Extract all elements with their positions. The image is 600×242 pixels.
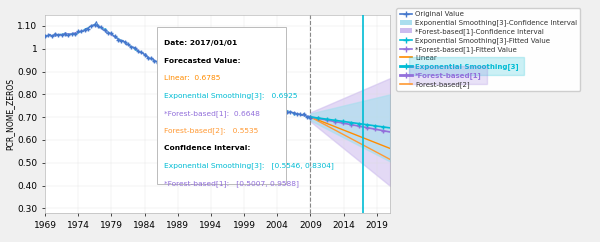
Text: *Forest-based[1]:  0.6648: *Forest-based[1]: 0.6648: [164, 110, 260, 117]
Text: Exponential Smoothing[3]:   [0.5546, 0.8304]: Exponential Smoothing[3]: [0.5546, 0.830…: [164, 163, 334, 169]
Y-axis label: PCR_NOME_ZEROS: PCR_NOME_ZEROS: [5, 78, 14, 150]
Text: Exponential Smoothing[3]:   0.6925: Exponential Smoothing[3]: 0.6925: [164, 93, 298, 99]
Text: Linear:  0.6785: Linear: 0.6785: [164, 75, 220, 81]
Text: *Forest-based[1]:   [0.5007, 0.9588]: *Forest-based[1]: [0.5007, 0.9588]: [164, 180, 299, 187]
FancyBboxPatch shape: [157, 27, 286, 184]
Text: Forest-based[2]:   0.5535: Forest-based[2]: 0.5535: [164, 128, 258, 134]
Text: Confidence Interval:: Confidence Interval:: [164, 145, 251, 151]
Text: Forecasted Value:: Forecasted Value:: [164, 58, 241, 64]
Text: Date: 2017/01/01: Date: 2017/01/01: [164, 40, 237, 46]
Legend: Original Value, Exponential Smoothing[3]-Confidence Interval, *Forest-based[1]-C: Original Value, Exponential Smoothing[3]…: [397, 8, 580, 91]
